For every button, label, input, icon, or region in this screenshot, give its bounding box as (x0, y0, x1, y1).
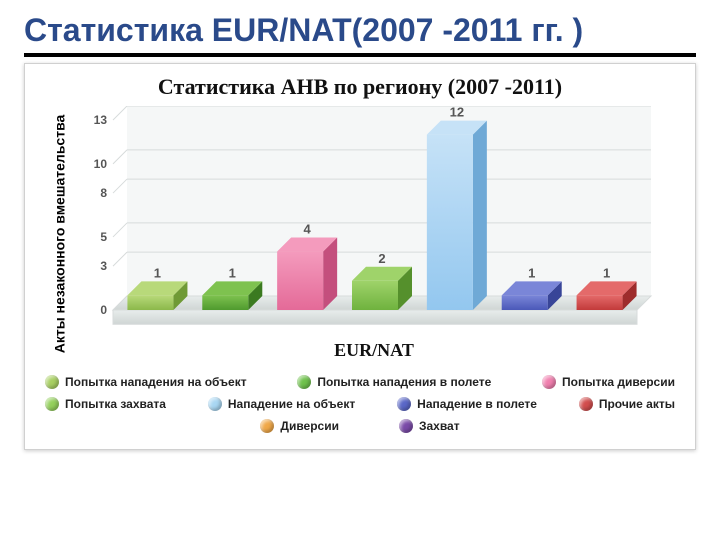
ytick-label: 5 (100, 230, 107, 244)
bar-front (352, 281, 398, 310)
legend-label: Диверсии (280, 419, 339, 433)
legend-item: Попытка нападения на объект (45, 375, 247, 389)
ytick-label: 13 (94, 113, 108, 127)
gridline-side (113, 252, 127, 266)
bar-value-label: 1 (603, 265, 610, 280)
ytick-label: 0 (100, 303, 107, 317)
gridline-side (113, 223, 127, 237)
legend-swatch (579, 397, 593, 411)
legend-item: Прочие акты (579, 397, 675, 411)
sub-title: Статистика АНВ по региону (2007 -2011) (45, 74, 675, 100)
legend-swatch (45, 375, 59, 389)
bar-front (127, 295, 173, 310)
legend-row: Диверсии Захват (45, 419, 675, 433)
legend-item: Попытка диверсии (542, 375, 675, 389)
legend-label: Попытка диверсии (562, 375, 675, 389)
bar-front (202, 295, 248, 310)
legend-item: Попытка нападения в полете (297, 375, 491, 389)
gridline-side (113, 150, 127, 164)
legend-swatch (399, 419, 413, 433)
legend-item: Нападение на объект (208, 397, 355, 411)
bar-value-label: 4 (304, 222, 312, 237)
legend-row: Попытка нападения на объект Попытка напад… (45, 375, 675, 389)
ytick-label: 10 (94, 157, 108, 171)
chart-panel: Статистика АНВ по региону (2007 -2011) А… (24, 63, 696, 450)
chart-floor-front (113, 310, 637, 324)
legend-swatch (260, 419, 274, 433)
legend-row: Попытка захвата Нападение на объект Нападе… (45, 397, 675, 411)
bar-front (577, 295, 623, 310)
title-rule (24, 53, 696, 57)
legend-swatch (208, 397, 222, 411)
bar-value-label: 1 (528, 265, 535, 280)
bar-front (502, 295, 548, 310)
main-title: Статистика EUR/NAT(2007 -2011 гг. ) (24, 12, 696, 49)
chart-svg: 0 3 5 8 10 13 1 1 4 2 12 1 1 (73, 106, 653, 336)
gridline-side (113, 106, 127, 120)
legend-item: Нападение в полете (397, 397, 537, 411)
x-axis-label: EUR/NAT (73, 340, 675, 361)
bar-value-label: 2 (378, 251, 385, 266)
ytick-label: 8 (100, 186, 107, 200)
legend-swatch (45, 397, 59, 411)
legend-label: Нападение в полете (417, 397, 537, 411)
legend-item: Диверсии (260, 419, 339, 433)
bar-value-label: 12 (450, 106, 464, 120)
legend-label: Захват (419, 419, 460, 433)
legend-swatch (397, 397, 411, 411)
legend: Попытка нападения на объект Попытка напад… (45, 375, 675, 433)
bar-front (427, 135, 473, 310)
bar-side (473, 121, 487, 310)
bar-front (277, 252, 323, 310)
chart: 0 3 5 8 10 13 1 1 4 2 12 1 1 EUR/NAT (73, 106, 675, 361)
legend-swatch (297, 375, 311, 389)
legend-label: Попытка захвата (65, 397, 166, 411)
bar-value-label: 1 (154, 265, 161, 280)
y-axis-label-wrap: Акты незаконного вмешательства (45, 106, 73, 361)
gridline-side (113, 179, 127, 193)
legend-label: Попытка нападения на объект (65, 375, 247, 389)
chart-block: Акты незаконного вмешательства 0 3 5 8 10 13 1… (45, 106, 675, 361)
bar-value-label: 1 (229, 265, 236, 280)
legend-swatch (542, 375, 556, 389)
legend-label: Попытка нападения в полете (317, 375, 491, 389)
legend-item: Попытка захвата (45, 397, 166, 411)
ytick-label: 3 (100, 259, 107, 273)
slide: Статистика EUR/NAT(2007 -2011 гг. ) Стат… (0, 0, 720, 540)
y-axis-label: Акты незаконного вмешательства (51, 114, 67, 353)
legend-label: Прочие акты (599, 397, 675, 411)
legend-label: Нападение на объект (228, 397, 355, 411)
legend-item: Захват (399, 419, 460, 433)
